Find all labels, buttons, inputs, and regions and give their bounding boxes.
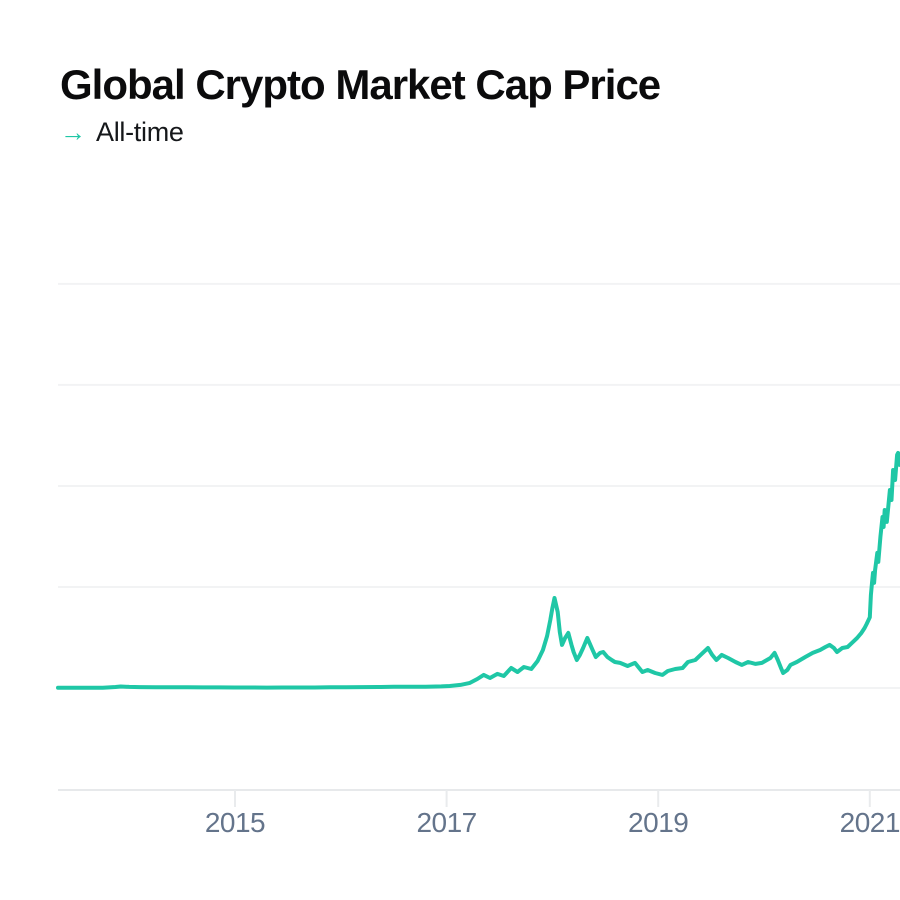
price-line-series — [56, 450, 900, 690]
x-axis-label: 2021 — [840, 807, 900, 838]
x-axis-label: 2015 — [205, 807, 265, 838]
chart-header: Global Crypto Market Cap Price → All-tim… — [60, 61, 661, 148]
time-range-label: All-time — [96, 117, 184, 148]
right-arrow-icon: → — [60, 116, 86, 147]
x-axis-group: 2015 2017 2019 2021 — [58, 789, 900, 838]
series-group — [56, 450, 900, 690]
page-title: Global Crypto Market Cap Price — [60, 61, 661, 108]
x-axis-label: 2019 — [628, 807, 688, 838]
time-range-legend: → All-time — [60, 117, 660, 148]
x-axis-label: 2017 — [416, 807, 476, 838]
gridlines-group — [58, 282, 900, 689]
